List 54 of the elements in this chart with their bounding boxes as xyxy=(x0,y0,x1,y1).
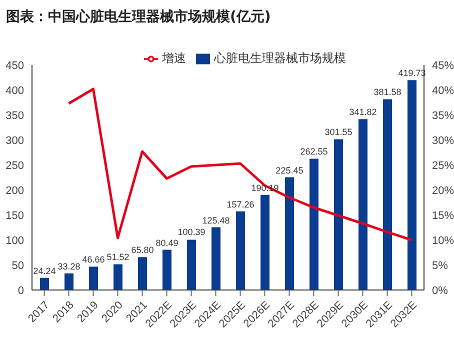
y-tick-label: 450 xyxy=(6,60,24,72)
data-label: 65.80 xyxy=(131,245,154,256)
y-tick-label: 200 xyxy=(6,184,24,197)
y-tick-label: 250 xyxy=(6,160,24,172)
y-tick-label: 300 xyxy=(6,134,24,147)
data-label: 262.55 xyxy=(300,146,328,157)
bar xyxy=(334,139,343,290)
chart-title: 图表：中国心脏电生理器械市场规模(亿元) xyxy=(6,8,271,26)
bar xyxy=(138,257,147,290)
y2-tick-label: 0% xyxy=(432,284,448,297)
bar xyxy=(89,266,98,290)
data-label: 51.52 xyxy=(106,252,130,262)
y2-tick-label: 20% xyxy=(432,184,454,197)
y2-tick-label: 40% xyxy=(432,84,454,97)
bar xyxy=(358,119,368,290)
y-tick-label: 0 xyxy=(18,284,24,297)
data-label: 125.48 xyxy=(202,215,230,226)
data-label: 341.82 xyxy=(349,107,377,118)
y2-tick-label: 35% xyxy=(432,110,454,122)
data-label: 157.26 xyxy=(226,199,254,210)
data-label: 33.28 xyxy=(58,261,80,272)
bar xyxy=(285,177,294,290)
bar xyxy=(162,250,172,290)
bar xyxy=(40,278,49,290)
legend-label: 增速 xyxy=(162,51,186,65)
bar xyxy=(64,273,74,290)
y2-tick-label: 5% xyxy=(432,260,448,272)
data-label: 381.58 xyxy=(374,87,402,98)
bar xyxy=(260,194,270,290)
bar xyxy=(408,80,416,290)
y2-tick-label: 25% xyxy=(432,160,454,172)
legend-label: 心脏电生理器械市场规模 xyxy=(214,51,346,65)
y2-tick-label: 45% xyxy=(432,60,454,72)
line-series xyxy=(68,88,413,242)
bar xyxy=(383,99,392,290)
bar xyxy=(114,264,122,290)
bar xyxy=(212,227,220,290)
data-label: 225.45 xyxy=(276,165,304,176)
y-tick-label: 50 xyxy=(12,260,24,272)
data-label: 46.66 xyxy=(82,254,105,265)
data-label: 100.39 xyxy=(178,226,206,237)
data-label: 301.55 xyxy=(324,127,352,138)
bar xyxy=(187,240,196,290)
y2-tick-label: 30% xyxy=(432,134,454,147)
y-tick-label: 400 xyxy=(6,84,24,97)
y2-tick-label: 10% xyxy=(432,234,454,247)
bar xyxy=(236,211,245,290)
bar xyxy=(310,158,318,290)
y-tick-label: 350 xyxy=(6,110,24,122)
y-tick-label: 150 xyxy=(6,210,24,222)
y-tick-label: 100 xyxy=(6,234,24,247)
data-label: 24.24 xyxy=(33,266,56,276)
y2-tick-label: 15% xyxy=(432,210,454,222)
data-label: 80.49 xyxy=(156,238,178,248)
